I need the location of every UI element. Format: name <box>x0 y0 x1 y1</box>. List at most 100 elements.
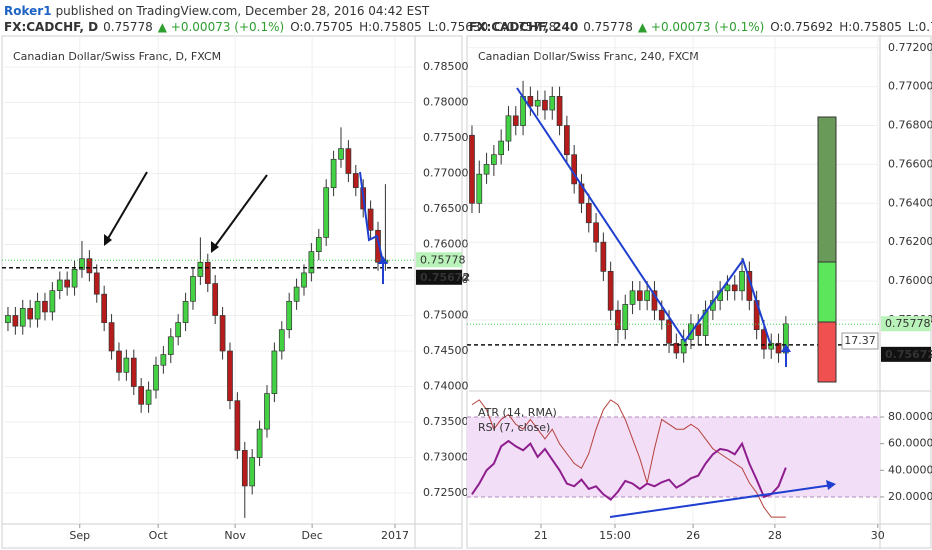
x-tick-label: 2017 <box>381 529 409 542</box>
candle-body <box>469 134 475 204</box>
last-price-label: 0.75778 <box>420 253 466 266</box>
symbol: FX:CADCHF, D <box>4 20 98 34</box>
y-tick-label: 0.73500 <box>423 415 469 428</box>
legend: FX:CADCHF, 240 0.75778 ▲ +0.00073 (+0.1%) O… <box>469 20 932 34</box>
candle-body <box>315 237 322 252</box>
legend-item: L:0.75641 <box>908 20 932 34</box>
candle-body <box>629 290 636 305</box>
y-tick-label: 0.76600 <box>888 157 932 170</box>
candle-body <box>12 315 19 327</box>
arrow-head <box>826 480 836 490</box>
candle-body <box>323 187 330 238</box>
x-tick-label: 15:00 <box>599 529 631 542</box>
candle-body <box>491 154 497 165</box>
candle-body <box>49 290 56 313</box>
candle-body <box>375 229 381 263</box>
left-panel <box>1 35 463 549</box>
y-tick-label: 80.0000 <box>888 410 932 423</box>
legend-item: O:0.75705 <box>290 20 353 34</box>
x-tick-label: Nov <box>224 529 246 542</box>
x-tick-label: Oct <box>149 529 169 542</box>
x-tick-label: 28 <box>768 529 782 542</box>
chart-title: Canadian Dollar/Swiss Franc, D, FXCM <box>13 50 221 63</box>
candle-body <box>116 350 122 373</box>
candle-body <box>593 222 599 243</box>
legend-item: O:0.75692 <box>770 20 833 34</box>
candle-body <box>27 308 34 320</box>
chart-layer: FX:CADCHF, D 0.75778 ▲ +0.00073 (+0.1%) O:0… <box>2 20 932 548</box>
y-tick-label: 0.78500 <box>423 60 469 73</box>
level-label: 0.75672 <box>420 271 470 284</box>
candle-body <box>93 272 100 295</box>
change: ▲ +0.00073 (+0.1%) <box>638 20 764 34</box>
legend-item: H:0.75805 <box>839 20 902 34</box>
y-tick-label: 0.76000 <box>888 274 932 287</box>
candle-body <box>71 268 78 288</box>
candle-body <box>101 293 108 323</box>
candle-body <box>505 115 512 142</box>
candle-body <box>658 309 665 321</box>
last-price-box <box>881 316 931 332</box>
candle-body <box>666 319 672 344</box>
candle-body <box>301 272 307 288</box>
candle-body <box>542 99 548 111</box>
candle-body <box>607 271 614 311</box>
candle-body <box>190 276 196 302</box>
legend-item: H:0.75805 <box>359 20 422 34</box>
y-tick-label: 0.76000 <box>423 237 469 250</box>
indicator-line <box>471 439 787 501</box>
candle-body <box>622 304 629 331</box>
y-tick-label: 0.76400 <box>888 196 932 209</box>
candle-body <box>271 350 278 394</box>
candle-body <box>108 322 115 352</box>
level-box <box>881 346 931 362</box>
candle-body <box>234 400 241 451</box>
candle-body <box>585 202 592 224</box>
candle-body <box>731 284 738 292</box>
published: published on TradingView.com, December 2… <box>56 4 430 18</box>
candle-body <box>34 300 41 320</box>
candle-body <box>564 125 570 156</box>
y-tick-label: 0.78000 <box>423 95 469 108</box>
candle-body <box>571 154 578 185</box>
candle-body <box>256 428 263 458</box>
change: ▲ +0.00073 (+0.1%) <box>158 20 284 34</box>
right-panel <box>466 35 932 549</box>
candle-body <box>264 393 270 430</box>
candle-body <box>153 364 159 391</box>
candle-body <box>160 354 167 366</box>
candle-body <box>768 342 775 350</box>
candle-body <box>338 148 344 160</box>
y-tick-label: 0.77000 <box>423 166 469 179</box>
candle-body <box>219 315 226 352</box>
annotation-box <box>841 332 879 350</box>
profit-zone[interactable] <box>817 261 837 323</box>
legend: FX:CADCHF, D 0.75778 ▲ +0.00073 (+0.1%) O:0… <box>4 20 556 34</box>
author[interactable]: Roker1 <box>4 4 52 18</box>
y-tick-label: 0.76200 <box>888 235 932 248</box>
candle-body <box>241 450 248 487</box>
arrow-head <box>378 256 388 264</box>
candle-body <box>775 342 782 354</box>
legend-item: L:0.75630 <box>428 20 488 34</box>
candle-body <box>352 173 359 189</box>
candle-body <box>197 261 204 277</box>
stop-zone[interactable] <box>817 321 837 383</box>
candle-body <box>724 284 731 292</box>
indicator-line <box>471 399 786 518</box>
y-tick-label: 0.75000 <box>423 309 469 322</box>
y-tick-label: 0.77500 <box>423 131 469 144</box>
candle-body <box>615 309 621 331</box>
level-label: 0.75672 <box>885 348 932 361</box>
candle-body <box>308 251 315 274</box>
candle-body <box>556 96 563 126</box>
y-tick-label: 0.73000 <box>423 451 469 464</box>
candle-body <box>330 158 337 189</box>
arrow-head <box>211 241 219 253</box>
candle-body <box>86 258 93 274</box>
target-zone[interactable] <box>817 116 837 263</box>
candle-body <box>293 286 300 302</box>
candle-body <box>739 271 745 292</box>
candle-body <box>123 357 130 373</box>
